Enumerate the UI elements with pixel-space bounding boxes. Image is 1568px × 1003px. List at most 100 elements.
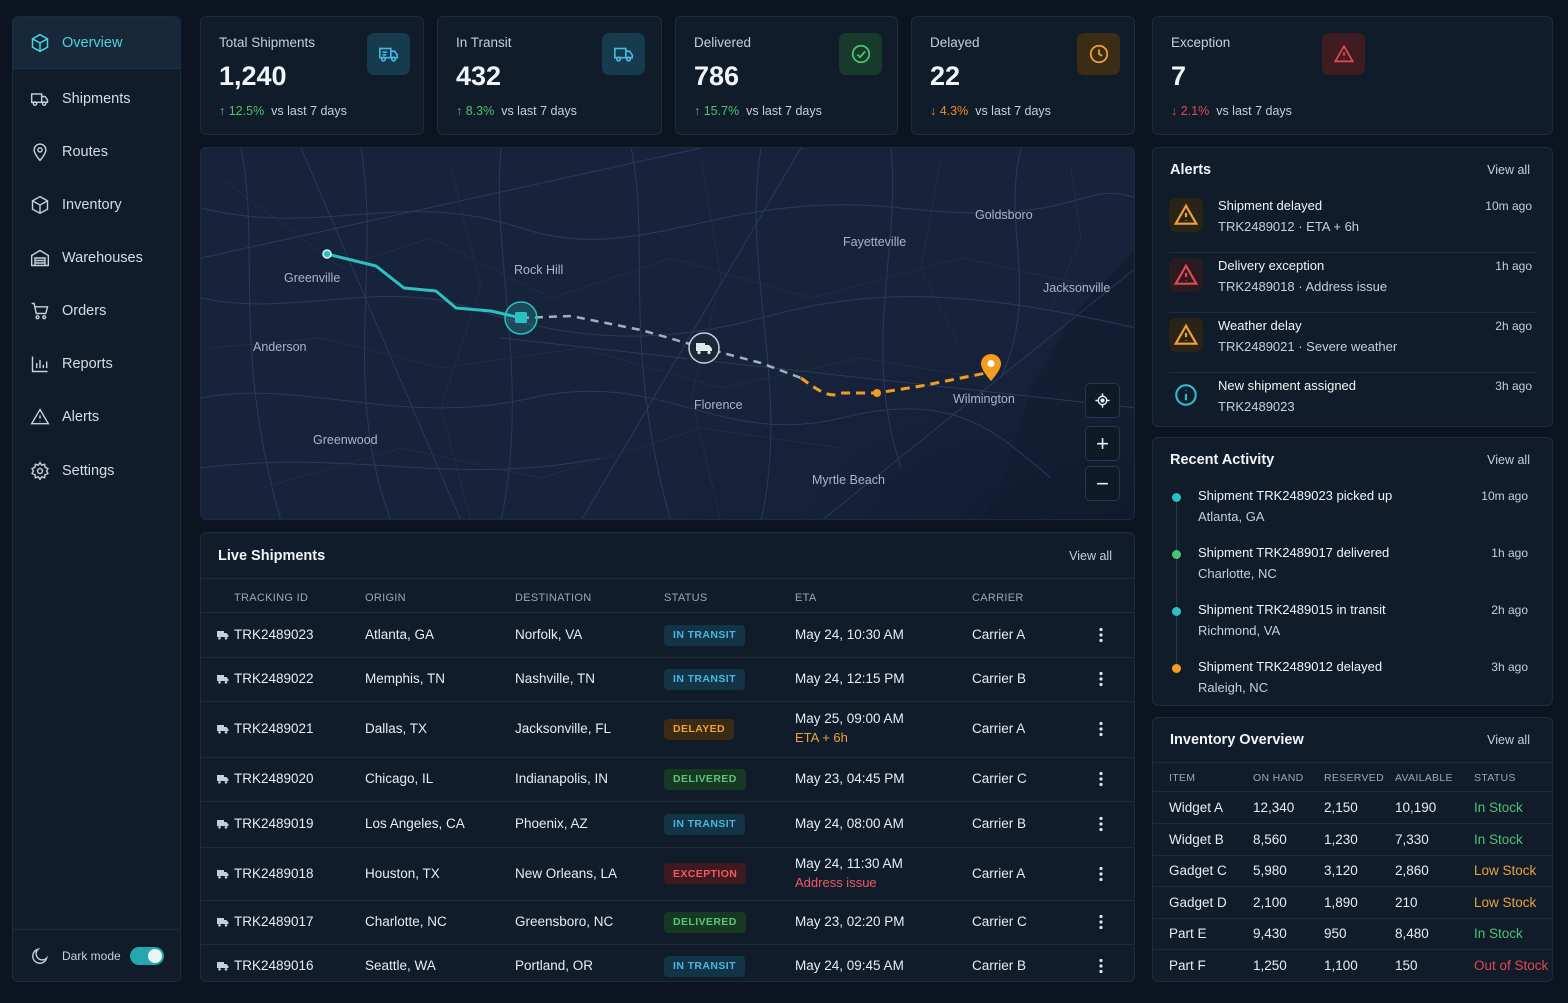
sidebar-item-label: Alerts bbox=[62, 409, 100, 425]
sidebar-item-reports[interactable]: Reports bbox=[13, 338, 180, 390]
kpi-value: 432 bbox=[456, 61, 502, 91]
zoom-out-button[interactable]: − bbox=[1085, 466, 1120, 501]
kpi-delta: ↑ 15.7% vs last 7 days bbox=[694, 104, 822, 118]
table-row[interactable]: TRK2489022 Memphis, TN Nashville, TN Carrie… bbox=[201, 657, 1134, 702]
table-row[interactable]: Part F 1,250 1,100 150 Out of Stock bbox=[1153, 950, 1552, 981]
view-all-link[interactable]: View all bbox=[1487, 163, 1530, 177]
activity-item[interactable]: Shipment TRK2489012 delayed Raleigh, NC 3h… bbox=[1153, 659, 1552, 713]
column-header[interactable]: AVAILABLE bbox=[1395, 772, 1453, 784]
map-city-label: Goldsboro bbox=[975, 208, 1033, 222]
activity-item[interactable]: Shipment TRK2489023 picked up Atlanta, GA… bbox=[1153, 488, 1552, 542]
truck-icon bbox=[217, 918, 229, 927]
sidebar-item-warehouses[interactable]: Warehouses bbox=[13, 232, 180, 284]
row-divider bbox=[201, 757, 1134, 758]
table-row[interactable]: TRK2489023 Atlanta, GA Norfolk, VA Carrier … bbox=[201, 613, 1134, 658]
sidebar-item-shipments[interactable]: Shipments bbox=[13, 73, 180, 125]
row-divider bbox=[201, 944, 1134, 945]
card-title: Live Shipments bbox=[218, 548, 326, 564]
column-header[interactable]: STATUS bbox=[664, 592, 708, 604]
origin-cell: Seattle, WA bbox=[365, 958, 436, 973]
alert-item[interactable]: Weather delay TRK2489021 · Severe weather… bbox=[1153, 316, 1552, 374]
sidebar-item-alerts[interactable]: Alerts bbox=[13, 391, 180, 443]
activity-item[interactable]: Shipment TRK2489015 in transit Richmond, … bbox=[1153, 602, 1552, 656]
view-all-link[interactable]: View all bbox=[1069, 549, 1112, 563]
kpi-delta: ↓ 4.3% vs last 7 days bbox=[930, 104, 1051, 118]
inventory-cell: Widget A bbox=[1169, 800, 1224, 815]
more-options-icon[interactable] bbox=[1099, 771, 1103, 787]
trend-up-icon: ↑ bbox=[219, 104, 229, 118]
zoom-in-button[interactable]: + bbox=[1085, 426, 1120, 461]
column-header[interactable]: DESTINATION bbox=[515, 592, 592, 604]
view-all-link[interactable]: View all bbox=[1487, 453, 1530, 467]
more-options-icon[interactable] bbox=[1099, 958, 1103, 974]
status-badge: DELIVERED bbox=[664, 911, 746, 933]
sidebar-item-routes[interactable]: Routes bbox=[13, 126, 180, 178]
alert-item[interactable]: New shipment assigned TRK2489023 3h ago bbox=[1153, 376, 1552, 434]
truck-icon bbox=[217, 820, 229, 829]
alert-subtitle: TRK2489018 · Address issue bbox=[1218, 279, 1388, 294]
column-header[interactable]: STATUS bbox=[1474, 772, 1516, 784]
column-header[interactable]: CARRIER bbox=[972, 592, 1024, 604]
sidebar-item-orders[interactable]: Orders bbox=[13, 285, 180, 337]
inventory-cell: 2,150 bbox=[1324, 800, 1358, 815]
more-options-icon[interactable] bbox=[1099, 627, 1103, 643]
carrier-cell: Carrier C bbox=[972, 771, 1027, 786]
table-row[interactable]: TRK2489021 Dallas, TX Jacksonville, FL Carr… bbox=[201, 701, 1134, 758]
more-options-icon[interactable] bbox=[1099, 816, 1103, 832]
truck-icon bbox=[217, 962, 229, 971]
origin-cell: Memphis, TN bbox=[365, 671, 446, 686]
kpi-value: 1,240 bbox=[219, 61, 287, 91]
activity-item[interactable]: Shipment TRK2489017 delivered Charlotte, … bbox=[1153, 545, 1552, 599]
table-row[interactable]: Gadget C 5,980 3,120 2,860 Low Stock bbox=[1153, 855, 1552, 888]
alert-item[interactable]: Delivery exception TRK2489018 · Address i… bbox=[1153, 256, 1552, 314]
inventory-cell: 1,250 bbox=[1253, 958, 1287, 973]
table-row[interactable]: TRK2489020 Chicago, IL Indianapolis, IN Car… bbox=[201, 757, 1134, 802]
origin-cell: Dallas, TX bbox=[365, 721, 428, 736]
destination-cell: New Orleans, LA bbox=[515, 865, 618, 881]
truck-icon bbox=[217, 675, 229, 684]
column-header[interactable]: TRACKING ID bbox=[234, 592, 309, 604]
cart-icon bbox=[30, 301, 50, 321]
map-background bbox=[201, 148, 1134, 519]
alert-title: Delivery exception bbox=[1218, 258, 1325, 273]
table-row[interactable]: TRK2489016 Seattle, WA Portland, OR Carrier… bbox=[201, 944, 1134, 988]
eta-cell: May 24, 08:00 AM bbox=[795, 816, 904, 831]
column-header[interactable]: RESERVED bbox=[1324, 772, 1384, 784]
origin-cell: Charlotte, NC bbox=[365, 914, 447, 929]
table-row[interactable]: TRK2489017 Charlotte, NC Greensboro, NC Car… bbox=[201, 900, 1134, 945]
table-row[interactable]: TRK2489018 Houston, TX New Orleans, LA Carr… bbox=[201, 847, 1134, 901]
route-map[interactable]: Goldsboro Fayetteville Greenville Rock H… bbox=[200, 147, 1135, 520]
alert-item[interactable]: Shipment delayed TRK2489012 · ETA + 6h 10m… bbox=[1153, 196, 1552, 254]
table-row[interactable]: Widget A 12,340 2,150 10,190 In Stock bbox=[1153, 792, 1552, 824]
kpi-label: Total Shipments bbox=[219, 35, 316, 50]
tracking-id: TRK2489020 bbox=[234, 771, 314, 786]
column-header[interactable]: ORIGIN bbox=[365, 592, 406, 604]
table-row[interactable]: Gadget D 2,100 1,890 210 Low Stock bbox=[1153, 887, 1552, 919]
row-divider bbox=[1153, 949, 1552, 951]
inventory-cell: 1,100 bbox=[1324, 958, 1358, 973]
more-options-icon[interactable] bbox=[1099, 721, 1103, 737]
row-divider bbox=[1153, 823, 1552, 824]
table-row[interactable]: Part E 9,430 950 8,480 In Stock bbox=[1153, 918, 1552, 951]
more-options-icon[interactable] bbox=[1099, 866, 1103, 882]
table-row[interactable]: TRK2489019 Los Angeles, CA Phoenix, AZ Carr… bbox=[201, 801, 1134, 848]
table-row[interactable]: Widget B 8,560 1,230 7,330 In Stock bbox=[1153, 824, 1552, 856]
status-dot-icon bbox=[1172, 664, 1181, 673]
eta-cell: May 24, 10:30 AM bbox=[795, 627, 904, 642]
sidebar-item-inventory[interactable]: Inventory bbox=[13, 179, 180, 231]
moon-icon bbox=[30, 946, 50, 966]
more-options-icon[interactable] bbox=[1099, 671, 1103, 687]
column-header[interactable]: ITEM bbox=[1169, 772, 1196, 784]
view-all-link[interactable]: View all bbox=[1487, 733, 1530, 747]
sidebar-item-overview[interactable]: Overview bbox=[13, 17, 180, 69]
locate-button[interactable] bbox=[1085, 383, 1120, 418]
inventory-cell: 1,230 bbox=[1324, 831, 1358, 847]
column-header[interactable]: ON HAND bbox=[1253, 772, 1304, 784]
eta-note: Address issue bbox=[795, 874, 877, 890]
tracking-id: TRK2489017 bbox=[234, 914, 314, 929]
more-options-icon[interactable] bbox=[1099, 914, 1103, 930]
warning-icon bbox=[1169, 318, 1203, 352]
dark-mode-toggle[interactable] bbox=[130, 947, 164, 965]
column-header[interactable]: ETA bbox=[795, 592, 817, 604]
sidebar-item-settings[interactable]: Settings bbox=[13, 445, 180, 497]
